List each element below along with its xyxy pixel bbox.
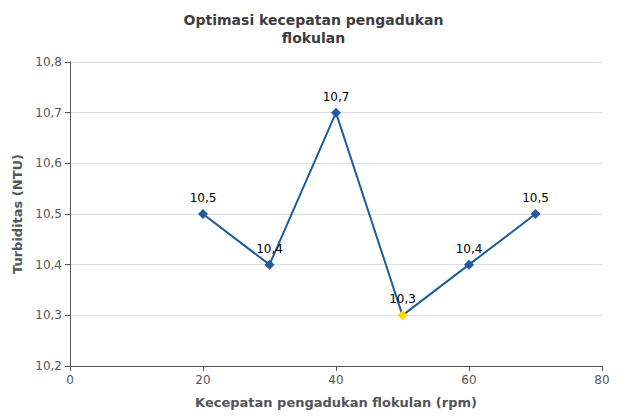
svg-text:10,5: 10,5: [522, 191, 549, 205]
svg-text:60: 60: [461, 373, 476, 387]
svg-text:flokulan: flokulan: [282, 30, 346, 46]
svg-text:40: 40: [328, 373, 343, 387]
svg-text:Kecepatan pengadukan flokulan: Kecepatan pengadukan flokulan (rpm): [195, 395, 477, 410]
svg-text:Turbiditas (NTU): Turbiditas (NTU): [10, 154, 25, 274]
svg-text:20: 20: [195, 373, 210, 387]
svg-text:10,5: 10,5: [190, 191, 217, 205]
svg-text:80: 80: [594, 373, 609, 387]
svg-text:10,3: 10,3: [35, 308, 62, 322]
svg-text:10,6: 10,6: [35, 156, 62, 170]
svg-text:10,2: 10,2: [35, 359, 62, 373]
svg-text:10,4: 10,4: [35, 258, 62, 272]
svg-text:10,7: 10,7: [323, 90, 350, 104]
svg-text:10,7: 10,7: [35, 106, 62, 120]
svg-text:10,4: 10,4: [456, 242, 483, 256]
svg-text:10,8: 10,8: [35, 55, 62, 69]
svg-text:0: 0: [66, 373, 74, 387]
svg-text:10,5: 10,5: [35, 207, 62, 221]
svg-text:Optimasi kecepatan pengadukan: Optimasi kecepatan pengadukan: [184, 12, 444, 28]
svg-text:10,4: 10,4: [256, 242, 283, 256]
svg-text:10,3: 10,3: [389, 292, 416, 306]
